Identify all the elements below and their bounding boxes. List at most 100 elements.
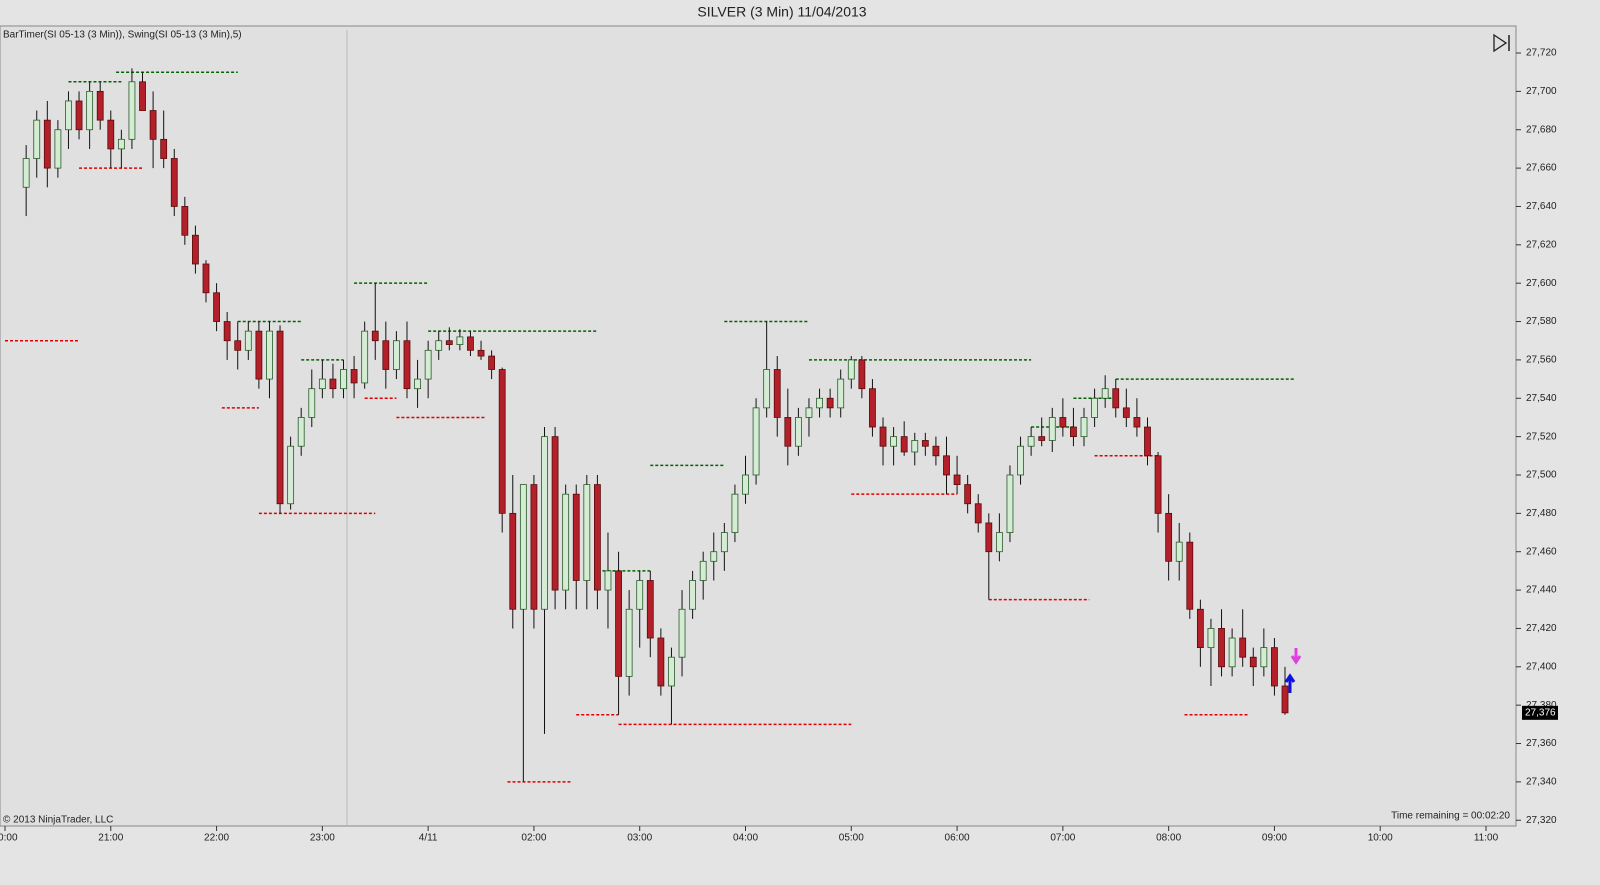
candle-body [1196,608,1204,649]
x-tick-label: 22:00 [204,833,229,844]
candle-body [192,234,199,265]
candle-body [731,493,739,533]
time-remaining: Time remaining = 00:02:20 [1391,811,1510,822]
y-tick-label: 27,440 [1526,585,1557,596]
candle-body [594,484,601,591]
candle-body [1017,445,1024,476]
candle-body [139,81,146,111]
candle-body [689,580,697,610]
candle-body [869,388,876,428]
candle-body [361,330,369,384]
candle-body [65,100,72,131]
candle-body [1059,417,1067,428]
candle-body [1207,628,1215,649]
candle-body [424,349,432,380]
x-tick-label: 03:00 [627,833,652,844]
y-tick-label: 27,420 [1526,623,1557,634]
candle-body [900,436,908,453]
y-tick-label: 27,720 [1526,48,1557,59]
y-tick-label: 27,400 [1526,661,1557,672]
y-tick-label: 27,520 [1526,431,1557,442]
candle-body [921,440,929,447]
candle-body [1091,397,1098,418]
candle-body [995,532,1003,553]
candle-body [604,570,612,591]
y-tick-label: 27,340 [1526,777,1557,788]
candle-body [678,608,686,658]
x-tick-label: 02:00 [521,833,546,844]
candle-body [467,336,474,351]
y-tick-label: 27,700 [1526,86,1557,97]
y-tick-label: 27,600 [1526,278,1557,289]
exit-arrow [1290,648,1302,665]
candle-body [583,484,591,581]
candle-body [1249,656,1257,668]
candle-body [43,119,51,169]
candle-body [498,369,506,514]
candle-body [668,656,675,687]
candle-body [33,119,41,159]
candle-body [276,330,284,505]
candle-body [1260,647,1268,668]
candle-body [287,445,295,505]
candle-body [530,484,538,610]
indicator-label: BarTimer(SI 05-13 (3 Min)), Swing(SI 05-… [3,30,242,41]
candle-body [213,292,220,322]
x-tick-label: 10:00 [1368,833,1393,844]
candle-body [826,397,834,409]
candle-body [107,119,115,150]
candle-body [160,138,168,159]
y-tick-label: 27,460 [1526,546,1557,557]
candle-body [149,110,157,140]
candle-body [1006,474,1014,533]
candle-body [636,580,644,610]
candle-body [456,336,464,345]
candle-body [794,417,802,447]
candle-body [308,388,316,418]
candle-body [646,580,654,639]
scroll-end-button[interactable] [1490,32,1512,53]
candle-body [964,484,972,505]
last-price-label: 27,376 [1525,707,1556,718]
candle-body [519,484,527,610]
x-tick-label: 23:00 [310,833,335,844]
candle-body [1080,417,1088,438]
candle-body [1038,436,1046,441]
candle-body [1112,388,1120,409]
candle-body [403,340,411,390]
candle-body [763,369,771,409]
candle-body [382,340,390,370]
entry-arrow [1284,673,1296,693]
y-tick-label: 27,580 [1526,316,1557,327]
candle-body [953,474,961,485]
x-tick-label: 06:00 [945,833,970,844]
candle-body [879,426,887,447]
y-tick-label: 27,560 [1526,355,1557,366]
candle-body [974,503,982,524]
candle-body [170,158,178,207]
candle-body [244,330,252,351]
candle-body [297,417,305,447]
candle-body [371,330,379,342]
candle-body [75,100,83,131]
candle-body [699,560,707,581]
candle-body [985,522,993,553]
y-tick-label: 27,620 [1526,239,1557,250]
candle-body [477,349,485,357]
x-tick-label: 11:00 [1474,833,1499,844]
candle-body [223,321,231,342]
candle-body [773,369,781,418]
candle-body [1070,426,1077,438]
y-tick-label: 27,660 [1526,163,1557,174]
x-tick-label: 04:00 [733,833,758,844]
candle-body [435,340,443,351]
y-tick-label: 27,540 [1526,393,1557,404]
candle-body [414,378,421,390]
candle-body [350,369,358,384]
candle-body [393,340,400,370]
x-tick-label: 4/11 [419,833,438,844]
candle-body [1165,512,1173,562]
candle-body [234,340,242,351]
candle-body [837,378,845,409]
